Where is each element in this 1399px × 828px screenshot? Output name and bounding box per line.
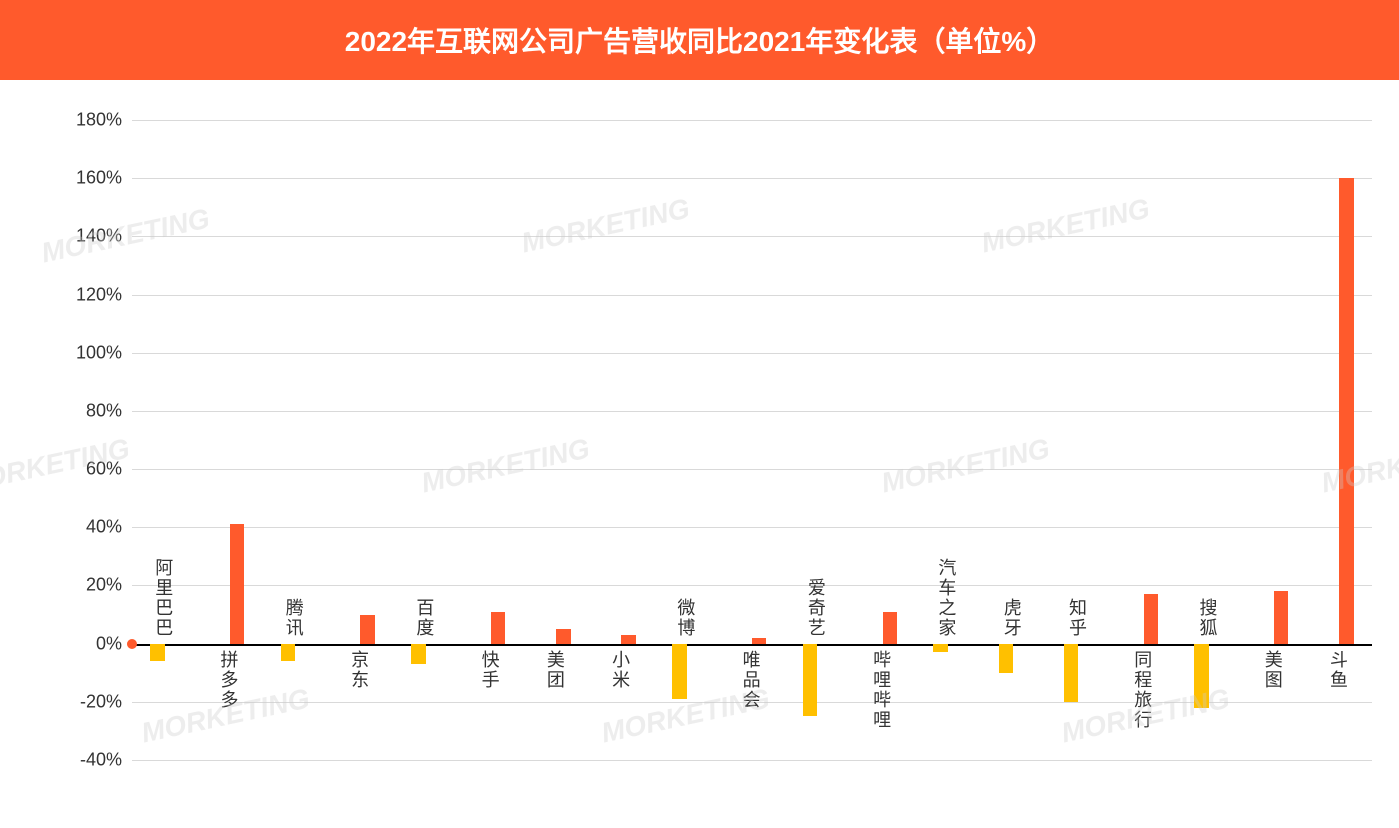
category-label: 小米: [607, 650, 633, 690]
category-label: 同程旅行: [1129, 650, 1155, 730]
bar-negative: [933, 644, 947, 653]
y-tick-label: 40%: [86, 517, 132, 538]
category-label: 斗鱼: [1325, 650, 1351, 690]
gridline: [132, 760, 1372, 761]
category-label: 美团: [542, 650, 568, 690]
y-tick-label: 80%: [86, 400, 132, 421]
bar-positive: [1144, 594, 1158, 643]
y-tick-label: 60%: [86, 459, 132, 480]
category-label: 虎牙: [999, 598, 1025, 638]
bar-negative: [1064, 644, 1078, 702]
bar-positive: [230, 524, 244, 643]
bar-positive: [752, 638, 766, 644]
category-label: 京东: [346, 650, 372, 690]
chart-area: -40%-20%0%20%40%60%80%100%120%140%160%18…: [132, 120, 1372, 760]
bar-positive: [883, 612, 897, 644]
y-tick-label: -40%: [80, 750, 132, 771]
chart-title: 2022年互联网公司广告营收同比2021年变化表（单位%）: [0, 0, 1399, 80]
bar-positive: [621, 635, 635, 644]
bar-negative: [411, 644, 425, 664]
category-label: 知乎: [1064, 598, 1090, 638]
category-label: 阿里巴巴: [150, 558, 176, 638]
y-tick-label: 120%: [76, 284, 132, 305]
bar-negative: [803, 644, 817, 717]
y-tick-label: -20%: [80, 691, 132, 712]
category-label: 哔哩哔哩: [868, 650, 894, 730]
category-label: 微博: [672, 598, 698, 638]
y-tick-label: 160%: [76, 168, 132, 189]
category-label: 百度: [411, 598, 437, 638]
bar-positive: [360, 615, 374, 644]
category-label: 搜狐: [1194, 598, 1220, 638]
bar-positive: [556, 629, 570, 644]
bars-layer: 阿里巴巴拼多多 腾讯京东百度快手美团小米微博唯品会 爱奇艺哔哩哔哩 汽车之家虎牙知乎同…: [132, 120, 1372, 760]
category-label: 爱奇艺: [803, 578, 829, 638]
bar-negative: [1194, 644, 1208, 708]
y-tick-label: 20%: [86, 575, 132, 596]
bar-positive: [1274, 591, 1288, 643]
bar-negative: [672, 644, 686, 699]
category-label: 美图: [1260, 650, 1286, 690]
bar-negative: [150, 644, 164, 661]
bar-negative: [999, 644, 1013, 673]
bar-negative: [281, 644, 295, 661]
category-label: 汽车之家: [933, 558, 959, 638]
category-label: 快手: [477, 650, 503, 690]
category-label: 唯品会: [738, 650, 764, 710]
bar-positive: [1339, 178, 1353, 643]
category-label: 拼多多: [216, 650, 242, 710]
chart-title-text: 2022年互联网公司广告营收同比2021年变化表（单位%）: [345, 20, 1054, 60]
y-tick-label: 140%: [76, 226, 132, 247]
y-tick-label: 100%: [76, 342, 132, 363]
bar-positive: [491, 612, 505, 644]
y-tick-label: 180%: [76, 110, 132, 131]
category-label: 腾讯: [281, 598, 307, 638]
plot-area: -40%-20%0%20%40%60%80%100%120%140%160%18…: [132, 120, 1372, 760]
